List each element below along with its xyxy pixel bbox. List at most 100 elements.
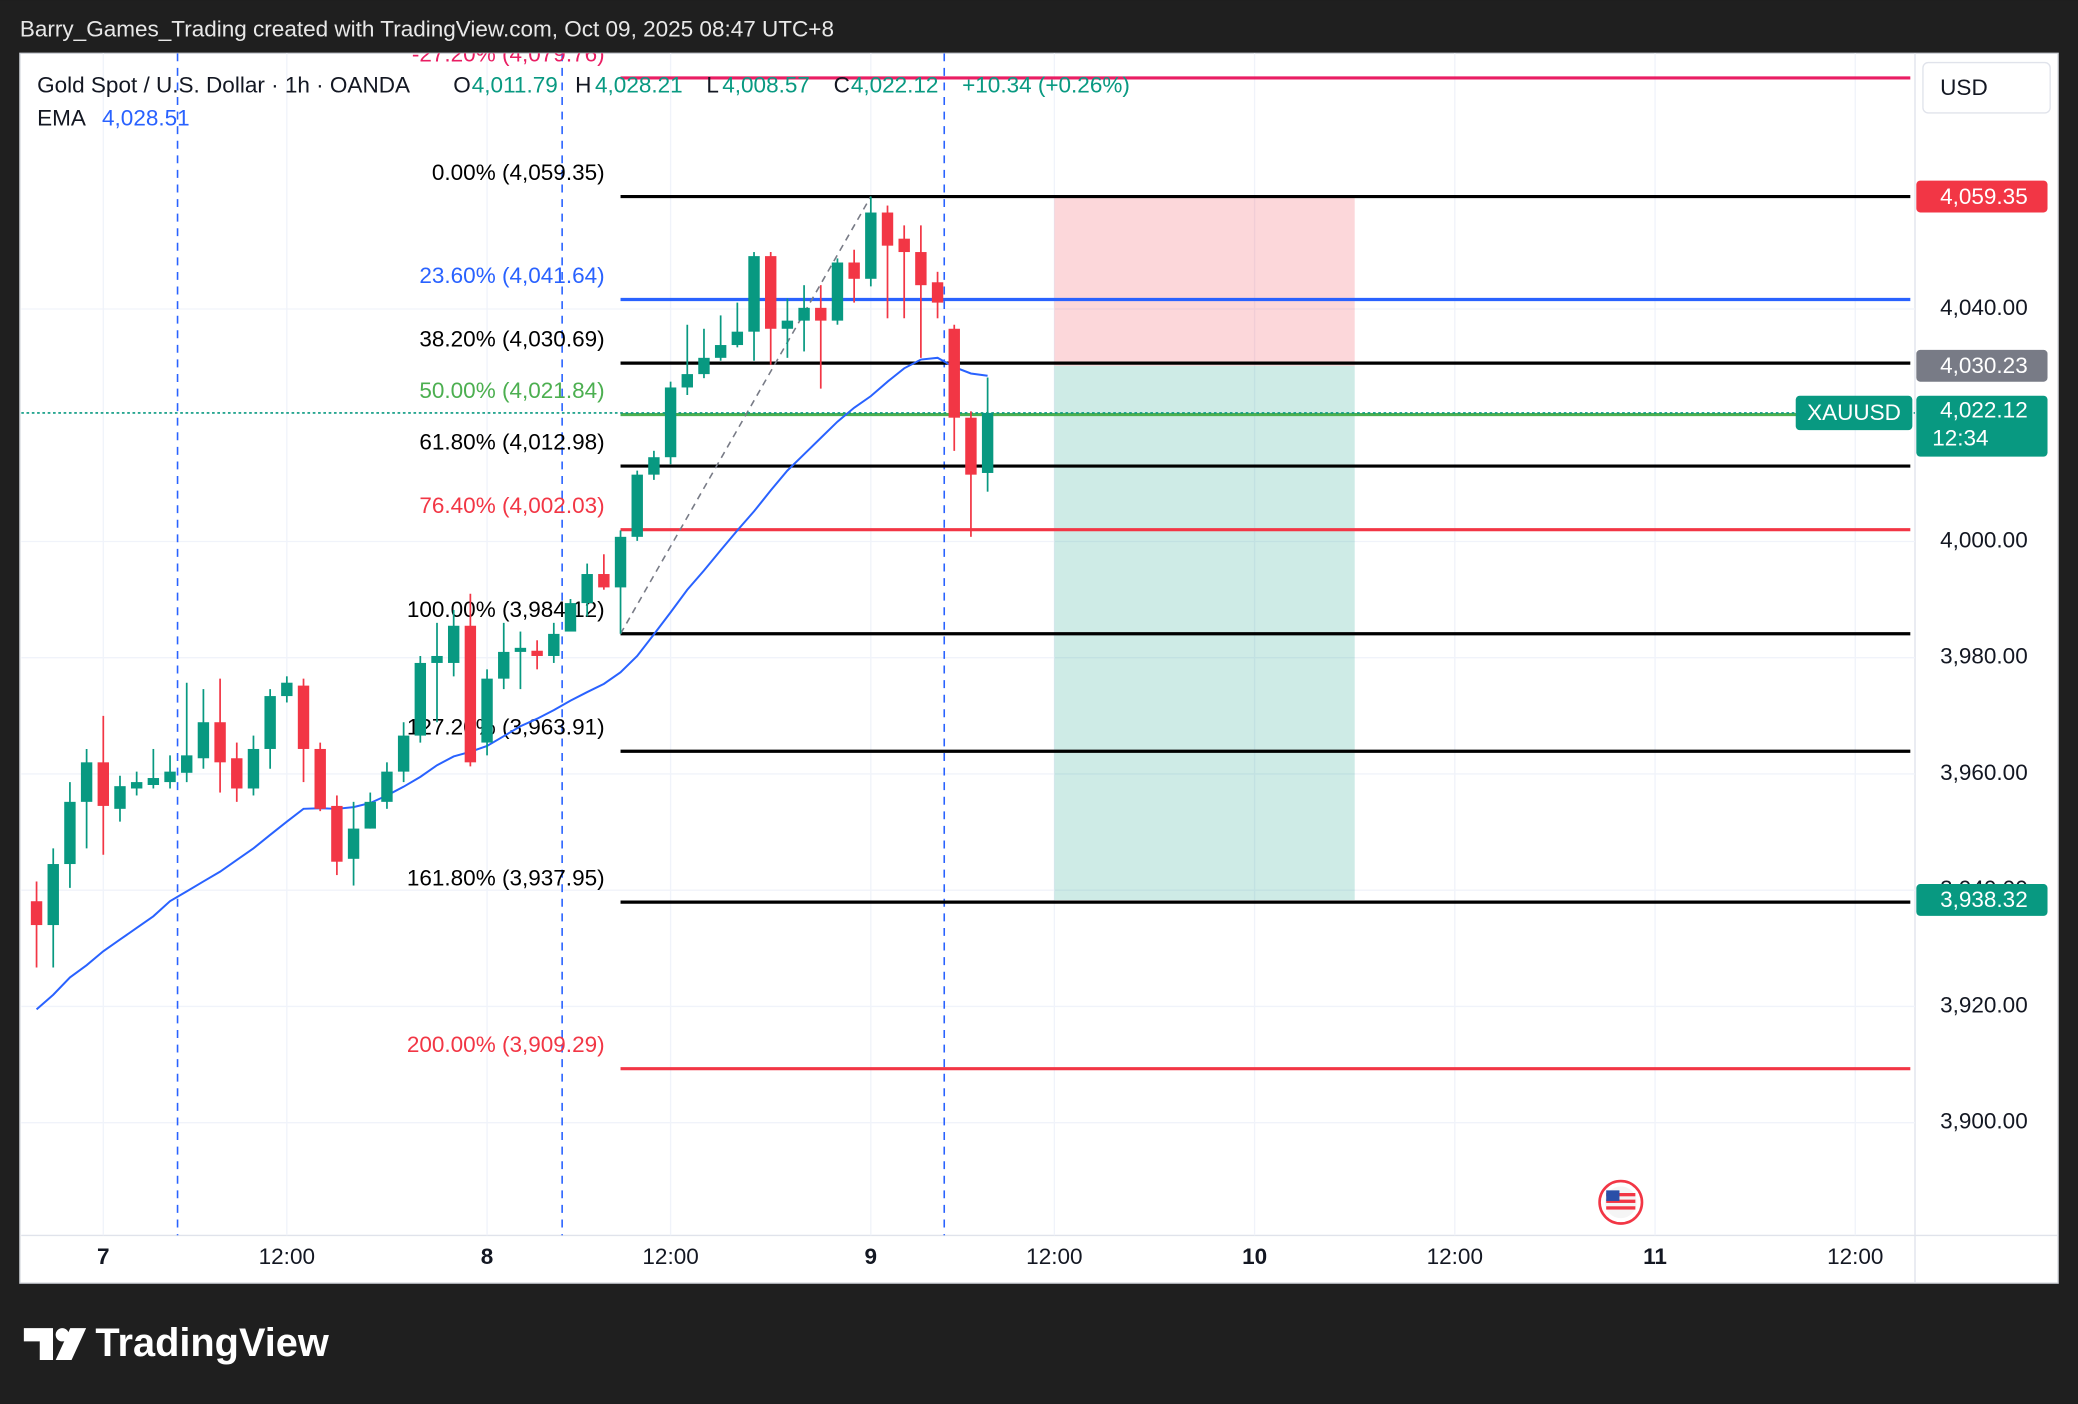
ohlc-value: 4,008.57 [722, 72, 810, 97]
candle-body [631, 474, 643, 537]
ohlc-value: 4,022.12 [851, 72, 939, 97]
x-tick-label: 12:00 [642, 1244, 698, 1269]
last-price-tag [1916, 395, 2048, 457]
fib-label: 200.00% (3,909.29) [407, 1032, 605, 1057]
ohlc-value: 4,028.21 [595, 72, 683, 97]
symbol-tag-label: XAUUSD [1807, 400, 1901, 425]
candle-body [80, 762, 93, 802]
brand-name: TradingView [95, 1321, 328, 1365]
fib-label: -27.20% (4,079.76) [412, 41, 605, 66]
currency-label: USD [1940, 75, 1988, 100]
fib-label: 61.80% (4,012.98) [419, 429, 604, 454]
candle-body [247, 748, 260, 789]
currency-button[interactable] [1922, 61, 2051, 114]
candle-body [564, 603, 577, 632]
candle-body [498, 651, 510, 679]
stop-zone [1054, 196, 1355, 366]
x-tick-label: 12:00 [1427, 1244, 1483, 1269]
fib-label: 50.00% (4,021.84) [419, 378, 604, 403]
candle-body [297, 685, 310, 749]
candle-body [281, 682, 293, 697]
candle-body [64, 801, 76, 865]
candle-body [915, 252, 927, 286]
fib-label: 0.00% (4,059.35) [432, 160, 605, 185]
candle-body [981, 412, 994, 473]
candle-body [831, 262, 844, 321]
candle-body [648, 457, 660, 475]
candle-body [748, 256, 760, 332]
countdown-label: 12:34 [1932, 425, 1988, 450]
price-tag-label: 4,059.35 [1940, 184, 2028, 209]
candle-body [765, 256, 777, 329]
candle-body [881, 212, 894, 246]
candle-body [381, 771, 393, 802]
chart-frame [19, 52, 2059, 1284]
x-tick-label: 12:00 [259, 1244, 315, 1269]
price-tag [1916, 349, 2048, 382]
candle-body [447, 625, 460, 663]
flag-icon[interactable] [1598, 1179, 1644, 1225]
x-tick-label: 10 [1242, 1244, 1267, 1269]
candle-body [164, 771, 176, 783]
candle-body [865, 212, 877, 279]
x-tick-label: 8 [481, 1244, 494, 1269]
candle-body [114, 786, 126, 809]
candle-body [514, 647, 527, 652]
logo-icon [23, 1328, 87, 1360]
candle-body [397, 735, 410, 772]
fib-label: 23.60% (4,041.64) [419, 263, 604, 288]
y-tick-label: 3,960.00 [1940, 760, 2028, 785]
change-value: +10.34 (+0.26%) [962, 72, 1130, 97]
x-tick-label: 12:00 [1026, 1244, 1082, 1269]
candle-body [781, 320, 794, 329]
ohlc-key: C [834, 72, 850, 97]
candle-body [264, 696, 276, 749]
candle-body [965, 417, 977, 475]
y-tick-label: 3,980.00 [1940, 644, 2028, 669]
candle-body [898, 238, 910, 253]
ema-line [35, 356, 988, 1011]
candle-body [848, 262, 860, 279]
fib-label: 38.20% (4,030.69) [419, 327, 604, 352]
candle-body [798, 307, 810, 321]
candle-body [181, 755, 193, 773]
candle-body [214, 722, 226, 763]
symbol-title: Gold Spot / U.S. Dollar · 1h · OANDA [37, 72, 410, 97]
y-tick-label: 3,900.00 [1940, 1109, 2028, 1134]
y-tick-label: 4,000.00 [1940, 527, 2028, 552]
candle-body [414, 662, 427, 736]
candle-body [197, 722, 210, 759]
x-tick-label: 12:00 [1827, 1244, 1883, 1269]
x-tick-label: 9 [865, 1244, 878, 1269]
y-tick-label: 3,920.00 [1940, 992, 2028, 1017]
candle-body [331, 805, 343, 862]
last-price-label: 4,022.12 [1940, 398, 2028, 423]
candle-body [97, 762, 109, 806]
candle-body [598, 574, 610, 588]
candle-body [815, 307, 827, 321]
candle-body [948, 328, 960, 418]
price-tag [1916, 884, 2048, 916]
candle-body [464, 625, 477, 763]
price-tag-label: 3,938.32 [1940, 887, 2028, 912]
candle-body [581, 574, 593, 604]
candle-body [147, 778, 160, 785]
candle-body [531, 650, 543, 656]
candle-body [931, 282, 944, 303]
candle-body [130, 782, 143, 789]
candle-body [347, 828, 360, 859]
fib-label: 161.80% (3,937.95) [407, 866, 605, 891]
y-tick-label: 4,040.00 [1940, 295, 2028, 320]
fib-trend-line [619, 196, 872, 635]
ohlc-key: L [706, 72, 719, 97]
legend-name: EMA [37, 106, 86, 131]
candle-body [314, 748, 326, 809]
candle-body [30, 901, 43, 926]
candle-body [664, 387, 677, 458]
x-tick-label: 11 [1643, 1244, 1667, 1269]
x-tick-label: 7 [97, 1244, 110, 1269]
ohlc-key: H [575, 72, 591, 97]
candle-body [548, 633, 560, 656]
candle-body [364, 801, 376, 829]
